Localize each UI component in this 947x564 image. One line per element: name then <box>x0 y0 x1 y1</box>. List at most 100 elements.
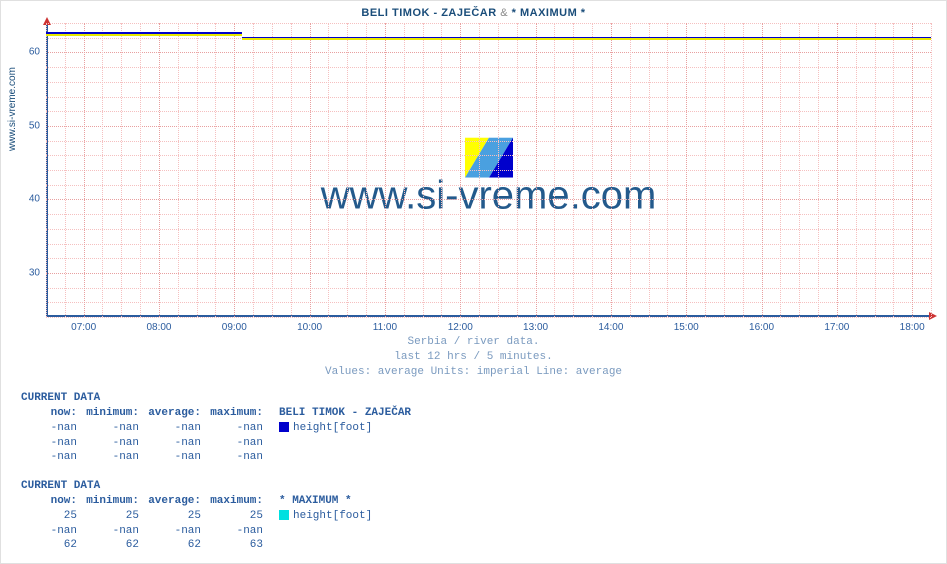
x-tick-label: 08:00 <box>146 322 171 333</box>
data-table: now:minimum:average:maximum: BELI TIMOK … <box>21 406 469 465</box>
gridline-v <box>159 23 160 317</box>
gridline-v <box>310 23 311 317</box>
table-cell: 62 <box>145 538 207 553</box>
table-header: average: <box>145 494 207 509</box>
y-tick-label: 60 <box>29 47 40 58</box>
table-row: -nan-nan-nan-nan <box>21 436 469 451</box>
gridline-v <box>611 23 612 317</box>
gridline-v <box>479 23 480 317</box>
title-series-a: BELI TIMOK - ZAJEČAR <box>361 7 496 19</box>
subtitle-line3: Values: average Units: imperial Line: av… <box>1 365 946 380</box>
table-cell-label <box>269 538 469 553</box>
gridline-v <box>818 23 819 317</box>
y-tick-label: 30 <box>29 267 40 278</box>
table-header: minimum: <box>83 494 145 509</box>
chart-title: BELI TIMOK - ZAJEČAR & * MAXIMUM * <box>1 7 946 19</box>
gridline-v <box>178 23 179 317</box>
x-tick-label: 17:00 <box>824 322 849 333</box>
table-header: minimum: <box>83 406 145 421</box>
y-tick-label: 50 <box>29 120 40 131</box>
gridline-v <box>554 23 555 317</box>
series-swatch-icon <box>279 422 289 432</box>
table-cell-label: height[foot] <box>269 509 469 524</box>
gridline-v <box>498 23 499 317</box>
row-label-text: height[foot] <box>293 422 372 434</box>
subtitle-line2: last 12 hrs / 5 minutes. <box>1 350 946 365</box>
table-cell: -nan <box>207 436 269 451</box>
table-cell: -nan <box>21 436 83 451</box>
table-header: maximum: <box>207 494 269 509</box>
gridline-v <box>197 23 198 317</box>
x-tick-label: 18:00 <box>900 322 925 333</box>
gridline-v <box>215 23 216 317</box>
table-cell: 25 <box>21 509 83 524</box>
table-cell: -nan <box>83 524 145 539</box>
table-header: now: <box>21 406 83 421</box>
table-cell: 25 <box>207 509 269 524</box>
gridline-v <box>121 23 122 317</box>
gridline-v <box>423 23 424 317</box>
table-cell: 25 <box>83 509 145 524</box>
gridline-v <box>762 23 763 317</box>
gridline-v <box>272 23 273 317</box>
table-cell: -nan <box>83 421 145 436</box>
gridline-v <box>84 23 85 317</box>
series-swatch-icon <box>279 510 289 520</box>
gridline-v <box>724 23 725 317</box>
table-row: -nan-nan-nan-nan <box>21 524 469 539</box>
gridline-v <box>799 23 800 317</box>
y-tick-label: 40 <box>29 194 40 205</box>
section-heading: CURRENT DATA <box>21 479 469 494</box>
gridline-v <box>404 23 405 317</box>
x-tick-label: 16:00 <box>749 322 774 333</box>
gridline-v <box>140 23 141 317</box>
watermark-logo-icon <box>465 138 513 178</box>
table-cell-label <box>269 436 469 451</box>
table-row: -nan-nan-nan-nan <box>21 450 469 465</box>
gridline-v <box>780 23 781 317</box>
gridline-v <box>291 23 292 317</box>
title-amp: & <box>500 7 508 19</box>
table-cell: -nan <box>83 436 145 451</box>
x-tick-label: 13:00 <box>523 322 548 333</box>
table-cell: 62 <box>21 538 83 553</box>
gridline-v <box>347 23 348 317</box>
x-tick-label: 10:00 <box>297 322 322 333</box>
row-label-text: height[foot] <box>293 510 372 522</box>
plot-area: www.si-vreme.com 3040506007:0008:0009:00… <box>46 23 931 317</box>
x-tick-label: 14:00 <box>598 322 623 333</box>
gridline-v <box>328 23 329 317</box>
table-cell: -nan <box>207 421 269 436</box>
side-source-label: www.si-vreme.com <box>7 67 18 151</box>
gridline-v <box>46 23 47 317</box>
x-tick-label: 09:00 <box>222 322 247 333</box>
gridline-v <box>686 23 687 317</box>
gridline-v <box>65 23 66 317</box>
gridline-v <box>536 23 537 317</box>
table-cell: -nan <box>21 524 83 539</box>
table-header: average: <box>145 406 207 421</box>
gridline-v <box>912 23 913 317</box>
gridline-v <box>441 23 442 317</box>
gridline-v <box>234 23 235 317</box>
table-cell: -nan <box>207 450 269 465</box>
series-segment <box>242 38 931 40</box>
table-header: maximum: <box>207 406 269 421</box>
gridline-v <box>385 23 386 317</box>
table-cell: -nan <box>21 421 83 436</box>
table-cell-label: height[foot] <box>269 421 469 436</box>
table-cell: -nan <box>145 421 207 436</box>
table-row: 62626263 <box>21 538 469 553</box>
current-data-section: CURRENT DATAnow:minimum:average:maximum:… <box>21 479 469 553</box>
table-cell: -nan <box>145 436 207 451</box>
gridline-v <box>592 23 593 317</box>
subtitle-line1: Serbia / river data. <box>1 335 946 350</box>
table-cell: -nan <box>21 450 83 465</box>
gridline-v <box>366 23 367 317</box>
x-tick-label: 11:00 <box>373 322 397 333</box>
table-cell: -nan <box>207 524 269 539</box>
table-header: now: <box>21 494 83 509</box>
gridline-v <box>931 23 932 317</box>
table-cell: -nan <box>145 450 207 465</box>
gridline-v <box>102 23 103 317</box>
